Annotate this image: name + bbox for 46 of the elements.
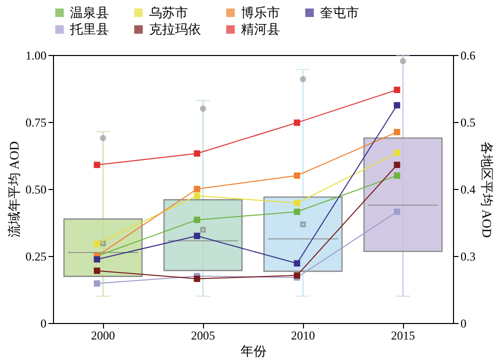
y-tick-label: 1.00	[26, 48, 46, 62]
point	[394, 162, 400, 168]
point	[394, 86, 400, 94]
y2-tick-label: 0.5	[460, 116, 476, 130]
x-tick-label: 2015	[391, 328, 415, 342]
x-axis-title: 年份	[240, 344, 266, 358]
point	[94, 268, 100, 274]
y-axis-title: 流域年平均 AOD	[6, 141, 22, 238]
y-tick-label: 0.75	[26, 116, 46, 130]
legend-label: 克拉玛依	[149, 22, 201, 36]
legend-label: 温泉县	[70, 4, 109, 20]
x-tick-label: 2005	[191, 328, 215, 342]
point	[194, 232, 200, 240]
point	[394, 102, 400, 108]
point	[394, 172, 400, 179]
y-tick-label: 0.25	[26, 250, 46, 264]
y2-tick-label: 0	[460, 316, 466, 330]
y2-axis-title: 各地区平均 AOD	[480, 141, 494, 238]
y-tick-label: 0.50	[26, 182, 46, 196]
point	[394, 150, 400, 156]
point	[394, 208, 400, 215]
legend-label: 博乐市	[241, 4, 280, 20]
point	[194, 276, 200, 282]
legend-label: 托里县	[69, 22, 109, 36]
point	[94, 280, 100, 287]
point	[194, 150, 200, 157]
legend-label: 精河县	[241, 22, 280, 36]
legend-label: 乌苏市	[149, 4, 188, 20]
y2-tick-label: 0.4	[460, 182, 476, 196]
point	[294, 200, 300, 206]
point	[194, 186, 200, 192]
point	[294, 120, 300, 126]
point	[94, 256, 100, 263]
x-tick-label: 2010	[291, 328, 315, 342]
point	[194, 192, 200, 199]
point	[94, 162, 100, 168]
point	[294, 172, 300, 179]
point	[194, 216, 200, 223]
x-tick-label: 2000	[91, 328, 115, 342]
legend-label: 奎屯市	[320, 4, 359, 20]
point	[294, 208, 300, 215]
point	[394, 128, 400, 136]
y-tick-label: 0	[40, 316, 46, 330]
y2-tick-label: 0.3	[460, 250, 476, 264]
y2-tick-label: 0.6	[460, 48, 476, 62]
point	[294, 260, 300, 267]
